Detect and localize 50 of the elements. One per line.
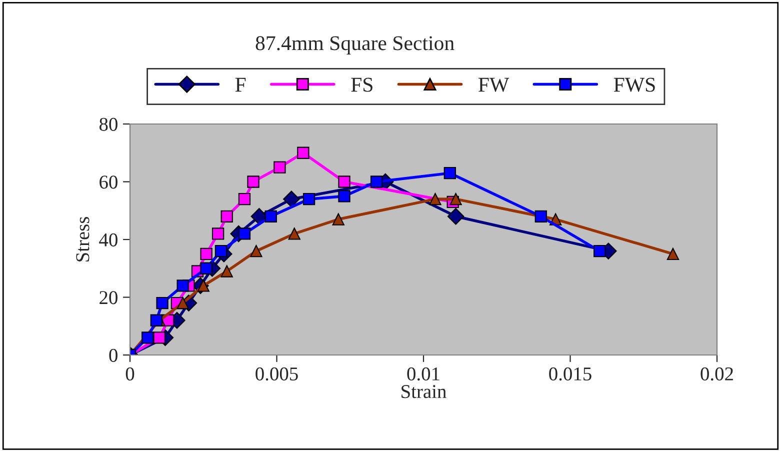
point (247, 176, 260, 188)
point (288, 228, 300, 240)
point (370, 176, 383, 188)
point (238, 228, 251, 240)
x-tick-label: 0.005 (256, 367, 298, 381)
point (250, 244, 262, 258)
legend-label: F (235, 78, 246, 92)
point (429, 193, 442, 206)
point (447, 208, 464, 225)
point (338, 176, 350, 188)
y-tick-label: 0 (109, 348, 118, 362)
legend-label: FW (478, 78, 510, 92)
point (332, 213, 344, 226)
point (338, 190, 350, 202)
y-tick-label: 80 (99, 118, 118, 131)
point (200, 262, 212, 274)
point (238, 193, 251, 206)
point (176, 280, 189, 292)
point (220, 265, 233, 278)
point (176, 296, 189, 310)
point (220, 210, 233, 222)
y-axis-title: Stress (76, 216, 90, 262)
x-tick-label: 0.01 (407, 367, 440, 381)
point (153, 332, 166, 344)
point (264, 210, 277, 222)
x-tick-label: 0.015 (549, 367, 592, 381)
point (156, 296, 168, 310)
chart-title: 87.4mm Square Section (256, 36, 454, 54)
point (534, 210, 547, 222)
point (214, 244, 228, 258)
point (283, 190, 300, 208)
y-tick-label: 20 (100, 291, 118, 304)
x-tick-label: 0.02 (700, 367, 733, 381)
point (444, 167, 456, 180)
point (450, 193, 462, 206)
x-axis-title: Strain (402, 385, 446, 398)
y-tick-label: 40 (99, 233, 118, 246)
point (212, 228, 224, 240)
point (666, 248, 680, 260)
point (302, 193, 316, 206)
point (150, 314, 162, 326)
point (274, 161, 286, 174)
y-tick-label: 60 (100, 176, 118, 189)
x-tick-label: 0 (126, 367, 134, 380)
point (297, 146, 310, 159)
point (594, 244, 606, 258)
point (200, 248, 212, 260)
legend-label: FS (351, 78, 372, 92)
legend-label: FWS (614, 78, 655, 92)
point (142, 332, 154, 344)
